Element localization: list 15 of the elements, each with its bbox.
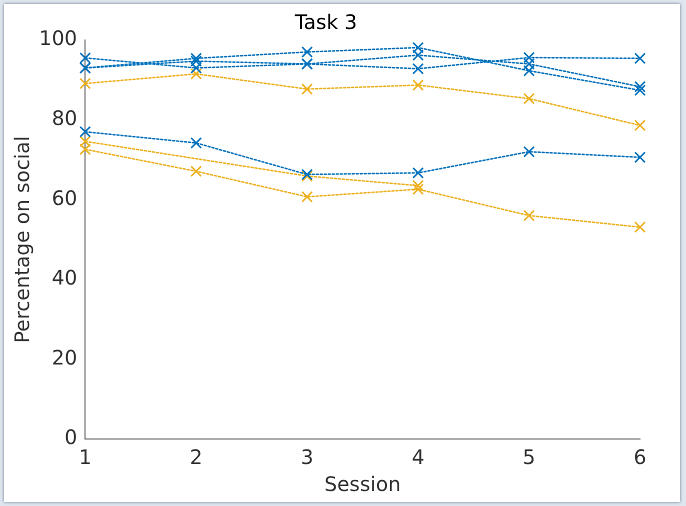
x-tick-label: 5 bbox=[522, 445, 536, 470]
x-tick-label: 6 bbox=[634, 445, 646, 470]
y-tick-label: 20 bbox=[52, 345, 78, 370]
x-axis-title: Session bbox=[324, 472, 401, 496]
y-tick-label: 0 bbox=[64, 425, 78, 450]
y-tick-label: 60 bbox=[52, 186, 78, 210]
y-axis-title: Percentage on social bbox=[10, 136, 34, 344]
y-tick-label: 80 bbox=[52, 106, 78, 130]
x-tick-label: 1 bbox=[78, 445, 92, 470]
chart-title: Task 3 bbox=[294, 10, 358, 34]
y-tick-label: 40 bbox=[52, 266, 78, 290]
x-tick-label: 4 bbox=[412, 445, 424, 470]
y-tick-label: 100 bbox=[38, 26, 78, 50]
x-tick-label: 2 bbox=[190, 445, 203, 470]
x-tick-label: 3 bbox=[300, 445, 314, 470]
